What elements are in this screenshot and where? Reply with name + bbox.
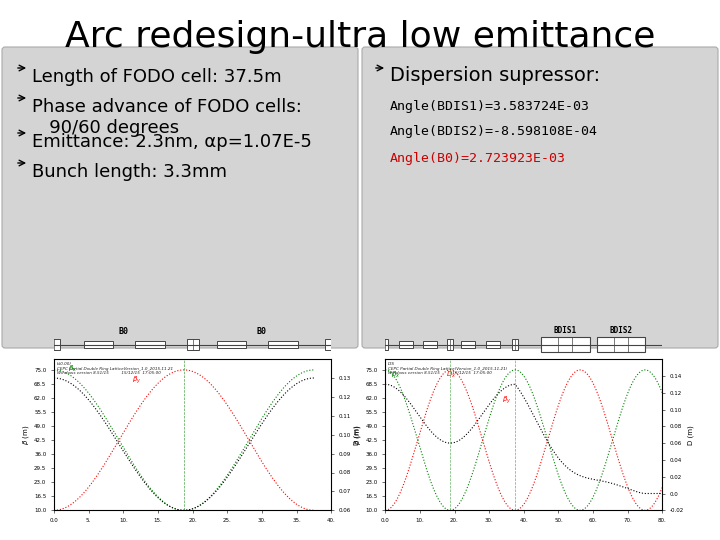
Bar: [513, 339, 518, 350]
Bar: [325, 339, 337, 350]
Text: Length of FODO cell: 37.5m: Length of FODO cell: 37.5m: [32, 68, 282, 86]
Bar: [597, 338, 645, 352]
Text: B0: B0: [118, 327, 128, 335]
Text: Emittance: 2.3nm, αp=1.07E-5: Emittance: 2.3nm, αp=1.07E-5: [32, 133, 312, 151]
Y-axis label: $\beta$ (m): $\beta$ (m): [353, 424, 363, 445]
Text: $\beta_y$: $\beta_y$: [132, 374, 141, 386]
Text: BDIS2: BDIS2: [609, 326, 632, 335]
Bar: [447, 339, 453, 350]
Text: Angle(B0)=2.723923E-03: Angle(B0)=2.723923E-03: [390, 152, 566, 165]
Text: Dispersion supressor:: Dispersion supressor:: [390, 66, 600, 85]
Text: $D_x$: $D_x$: [446, 370, 456, 381]
Bar: [462, 341, 475, 348]
Bar: [399, 341, 413, 348]
Text: $\beta_x$: $\beta_x$: [68, 364, 77, 374]
Y-axis label: D (m): D (m): [354, 425, 361, 444]
FancyBboxPatch shape: [2, 47, 358, 348]
Bar: [382, 339, 388, 350]
FancyBboxPatch shape: [362, 47, 718, 348]
Text: Bunch length: 3.3mm: Bunch length: 3.3mm: [32, 163, 227, 181]
Text: BDIS1: BDIS1: [554, 326, 577, 335]
Text: $\beta x/ p:c$  =   0.000000: $\beta x/ p:c$ = 0.000000: [420, 479, 511, 492]
Text: $\beta x/ p:c$  =   0.000000: $\beta x/ p:c$ = 0.000000: [60, 479, 151, 492]
Text: DIS
CEPC Partial Double Ring Lattice(Version_1.0_2015.11.21)
Windows version 8.5: DIS CEPC Partial Double Ring Lattice(Ver…: [388, 362, 508, 375]
Bar: [84, 341, 113, 348]
Text: Table name = TWISS: Table name = TWISS: [420, 501, 507, 510]
Text: Phase advance of FODO cells:
   90/60 degrees: Phase advance of FODO cells: 90/60 degre…: [32, 98, 302, 137]
Bar: [541, 338, 590, 352]
Text: Angle(BDIS2)=-8.598108E-04: Angle(BDIS2)=-8.598108E-04: [390, 125, 598, 138]
Bar: [135, 341, 165, 348]
Bar: [269, 341, 298, 348]
Bar: [217, 341, 246, 348]
Y-axis label: $\beta$ (m): $\beta$ (m): [22, 424, 32, 445]
Text: Angle(BDIS1)=3.583724E-03: Angle(BDIS1)=3.583724E-03: [390, 100, 590, 113]
Text: Arc redesign-ultra low emittance: Arc redesign-ultra low emittance: [65, 20, 655, 54]
Bar: [423, 341, 437, 348]
Y-axis label: D (m): D (m): [687, 425, 693, 444]
Bar: [48, 339, 60, 350]
Text: Table name = TWISS: Table name = TWISS: [60, 501, 147, 510]
Text: $\beta_y$: $\beta_y$: [502, 394, 511, 406]
Text: b(0.00)
CEPC Partial Double Ring LatticeVersion_1.0_2015.11.21
Windows version 8: b(0.00) CEPC Partial Double Ring Lattice…: [57, 362, 173, 375]
Bar: [486, 341, 500, 348]
Bar: [186, 339, 199, 350]
Text: B0: B0: [257, 327, 267, 335]
Text: $\beta_x$: $\beta_x$: [391, 370, 400, 381]
